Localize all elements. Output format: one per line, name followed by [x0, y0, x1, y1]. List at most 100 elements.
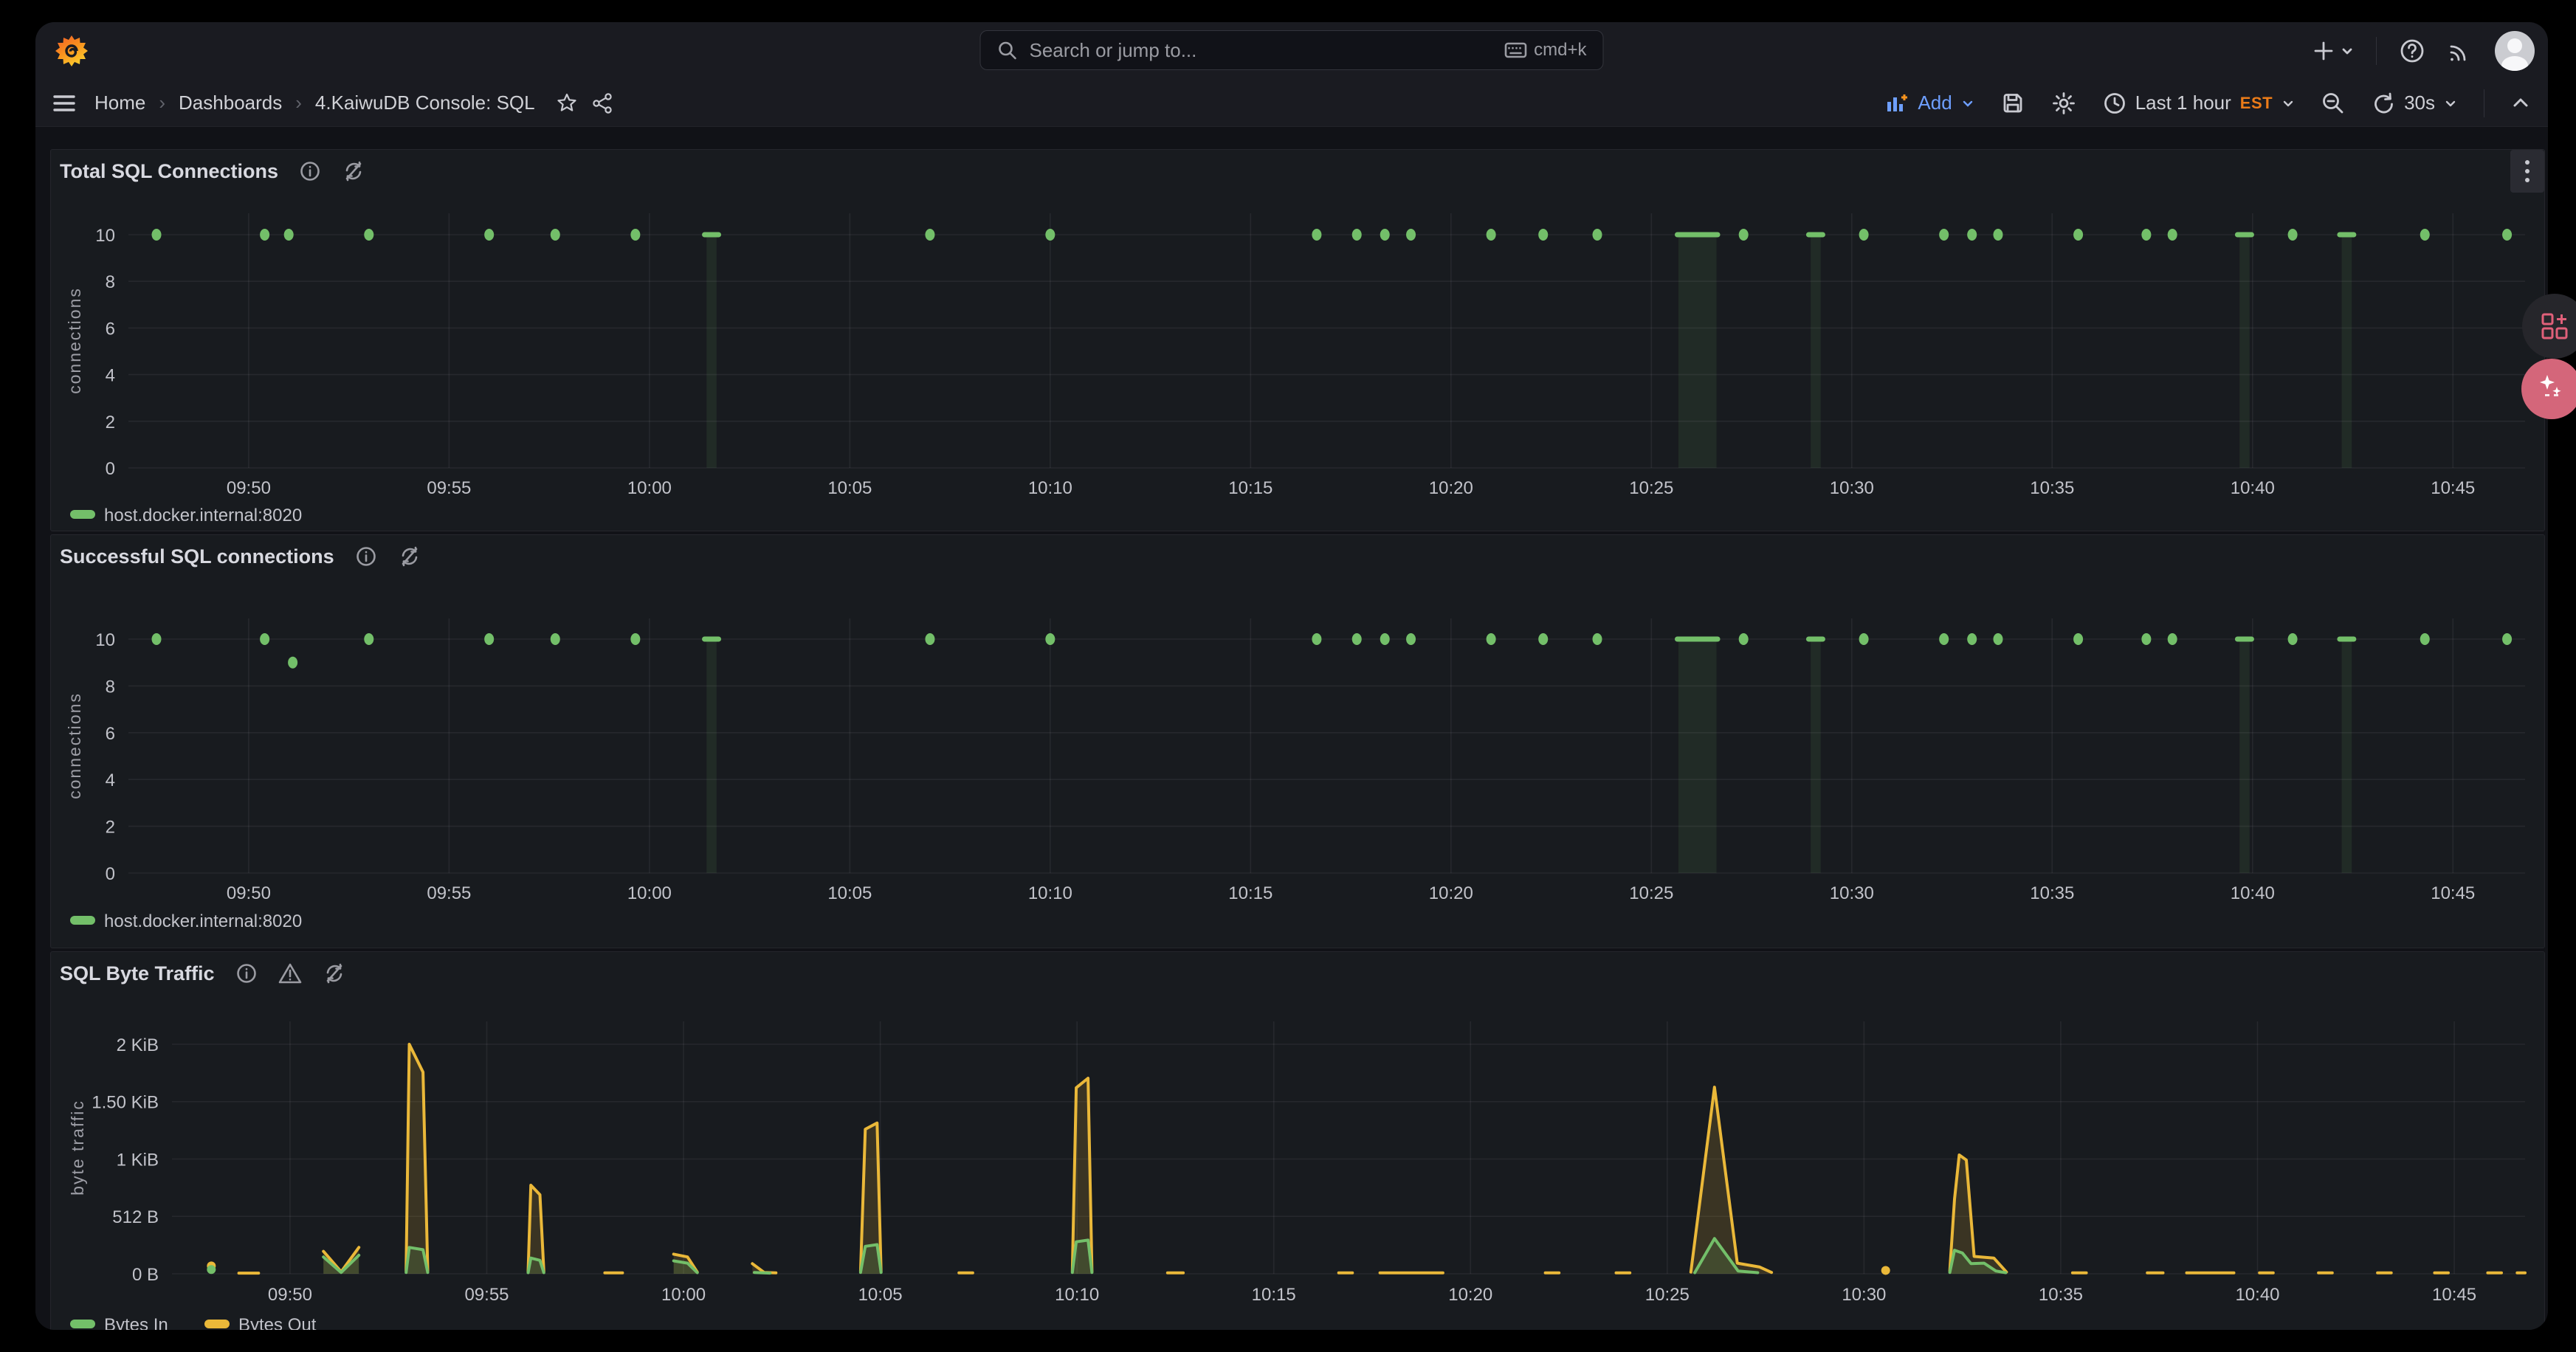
sync-slash-icon[interactable]	[398, 545, 421, 568]
time-range-picker[interactable]: Last 1 hour EST	[2103, 92, 2295, 115]
kebab-icon[interactable]	[2510, 150, 2544, 193]
info-icon[interactable]	[299, 160, 321, 182]
sync-slash-icon[interactable]	[342, 159, 365, 183]
y-tick-label: 0	[106, 459, 115, 479]
data-point	[1351, 229, 1362, 241]
series-line	[1693, 1237, 1760, 1275]
series-host-docker-internal-8020	[151, 633, 2513, 873]
time-series-chart-sql-byte-traffic[interactable]: 09:50 09:55 10:00 10:05 10:10 10:15 10:20 10:25…	[51, 995, 2534, 1330]
series-area	[1072, 1240, 1092, 1274]
y-tick-label: 1 KiB	[117, 1150, 159, 1170]
legend-swatch	[204, 1320, 230, 1328]
data-point	[484, 229, 495, 241]
series-line	[1948, 1249, 2008, 1275]
data-point	[1380, 229, 1390, 241]
save-icon[interactable]	[2001, 92, 2025, 115]
connection-bar	[706, 639, 717, 873]
y-tick-label: 512 B	[112, 1207, 159, 1227]
info-icon[interactable]	[355, 545, 377, 568]
search-input[interactable]: Search or jump to... cmd+k	[979, 30, 1604, 70]
legend-label: Bytes In	[104, 1315, 168, 1330]
data-point	[484, 633, 495, 645]
data-point	[2073, 229, 2084, 241]
search-shortcut: cmd+k	[1504, 40, 1587, 61]
panel-title: Successful SQL connections	[60, 545, 334, 568]
data-point	[1592, 229, 1602, 241]
x-tick-label: 10:30	[1830, 883, 1874, 903]
star-icon[interactable]	[556, 92, 578, 114]
zoom-out-icon[interactable]	[2321, 92, 2345, 115]
legend-label: Bytes Out	[238, 1315, 317, 1330]
grafana-logo[interactable]	[55, 34, 89, 68]
rss-icon[interactable]	[2448, 38, 2473, 63]
settings-icon[interactable]	[2051, 91, 2076, 116]
series-area	[406, 1247, 428, 1274]
data-point	[260, 229, 270, 241]
data-point	[2141, 229, 2152, 241]
data-point	[1859, 229, 1869, 241]
sparkle-widget-button[interactable]	[2521, 359, 2576, 419]
grafana-app-window: Search or jump to... cmd+k	[35, 22, 2548, 1330]
x-tick-label: 10:45	[2431, 883, 2475, 903]
series-line	[1070, 1238, 1094, 1275]
legend-item[interactable]: Bytes In	[70, 1315, 168, 1330]
x-tick-label: 10:00	[627, 478, 672, 498]
y-tick-label: 2	[106, 413, 115, 432]
series-line	[1070, 1077, 1094, 1273]
warning-icon[interactable]	[278, 962, 302, 984]
menu-icon[interactable]	[53, 94, 75, 113]
x-tick-label: 10:00	[661, 1285, 706, 1305]
data-point	[1486, 633, 1496, 645]
series-line	[526, 1184, 545, 1273]
legend-item[interactable]: Bytes Out	[204, 1315, 317, 1330]
legend-swatch	[70, 916, 95, 925]
bar-top-line	[2234, 232, 2254, 238]
y-axis-label: byte traffic	[68, 1100, 87, 1196]
legend-item[interactable]: host.docker.internal:8020	[70, 911, 302, 931]
share-icon[interactable]	[591, 92, 613, 114]
dashboard-canvas: Total SQL Connections 09:50 09:55 10:00 10:…	[35, 127, 2548, 1330]
x-tick-label: 09:55	[464, 1285, 509, 1305]
data-point	[1738, 633, 1749, 645]
x-tick-label: 09:55	[427, 478, 471, 498]
data-point	[1351, 633, 1362, 645]
connection-bar	[2239, 235, 2250, 468]
legend-item[interactable]: host.docker.internal:8020	[70, 506, 302, 525]
series-line	[1948, 1153, 2008, 1274]
x-tick-label: 10:35	[2030, 883, 2074, 903]
sync-slash-icon[interactable]	[323, 962, 346, 985]
panel-header[interactable]: Successful SQL connections	[51, 535, 2544, 578]
user-avatar[interactable]	[2495, 31, 2535, 71]
data-point	[1592, 633, 1602, 645]
bar-top-line	[1674, 232, 1721, 238]
help-icon[interactable]	[2399, 38, 2425, 64]
add-panel-icon	[1885, 92, 1909, 114]
series-area	[323, 1247, 359, 1274]
chevron-up-icon[interactable]	[2511, 95, 2530, 111]
panel-successful-sql-connections: Successful SQL connections 09:50 09:55 10:…	[50, 534, 2545, 948]
series-line	[672, 1252, 699, 1274]
x-tick-label: 10:20	[1429, 478, 1473, 498]
time-series-chart-successful-sql-connections[interactable]: 09:50 09:55 10:00 10:05 10:10 10:15 10:20 10:25…	[51, 578, 2534, 948]
x-tick-label: 09:50	[268, 1285, 312, 1305]
top-nav-bar: Search or jump to... cmd+k	[35, 22, 2548, 80]
data-point	[1406, 229, 1416, 241]
series-line	[858, 1243, 883, 1275]
panel-header[interactable]: Total SQL Connections	[51, 150, 2544, 193]
squares-widget-button[interactable]	[2522, 294, 2576, 359]
series-line	[404, 1043, 430, 1273]
info-icon[interactable]	[235, 962, 258, 984]
add-new-button[interactable]	[2312, 40, 2354, 62]
refresh-picker[interactable]: 30s	[2372, 92, 2457, 115]
bar-top-line	[2234, 636, 2254, 642]
x-tick-label: 10:10	[1055, 1285, 1099, 1305]
y-tick-label: 4	[106, 770, 115, 790]
data-point	[550, 229, 560, 241]
breadcrumb-home[interactable]: Home	[94, 92, 146, 114]
time-series-chart-total-sql-connections[interactable]: 09:50 09:55 10:00 10:05 10:10 10:15 10:20 10:25…	[51, 193, 2534, 531]
x-tick-label: 10:45	[2432, 1285, 2476, 1305]
breadcrumb-current: 4.KaiwuDB Console: SQL	[314, 92, 535, 114]
add-panel-button[interactable]: Add	[1885, 92, 1974, 114]
breadcrumb-dashboards[interactable]: Dashboards	[179, 92, 283, 114]
panel-header[interactable]: SQL Byte Traffic	[51, 952, 2544, 995]
